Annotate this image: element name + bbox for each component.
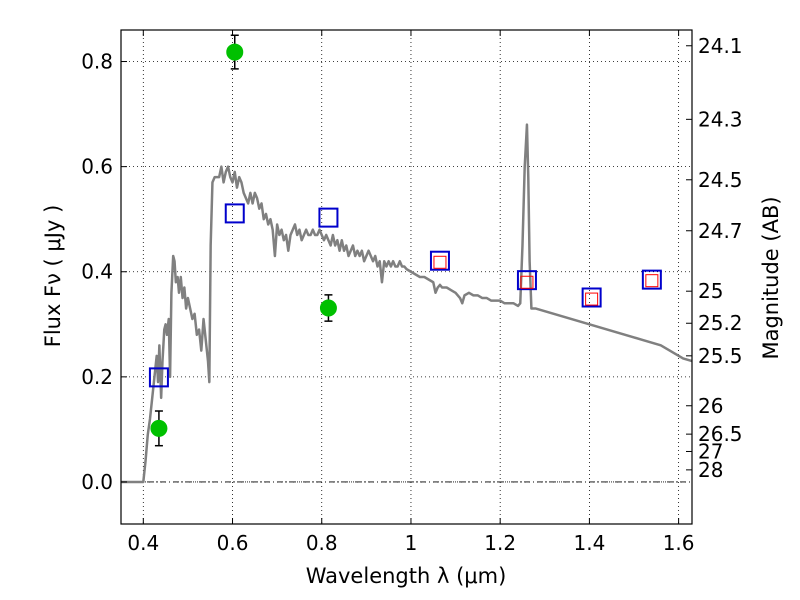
observed-data-point [226,43,244,61]
y2-tick-label: 26.5 [698,422,743,446]
y2-tick-label: 27 [698,439,723,463]
y2-tick-label: 24.7 [698,219,743,243]
y-axis-ticks: 0.0 0.2 0.4 0.6 0.8 [81,50,127,494]
model-square-marker [224,203,245,224]
model-square-marker [318,207,339,228]
y-tick-label: 0.4 [81,260,113,284]
plot-frame [120,29,693,525]
x-tick-label: 0.4 [127,531,159,555]
x-axis-ticks: 0.4 0.6 0.8 1 1.2 1.4 1.6 [127,30,695,555]
model-square-marker [148,367,169,388]
y2-tick-label: 24.5 [698,168,743,192]
y-tick-label: 0.2 [81,365,113,389]
x-tick-label: 1.6 [663,531,695,555]
small-square-marker [645,274,659,288]
y2-tick-label: 25.2 [698,311,743,335]
model-spectrum [121,123,693,484]
model-square-marker [641,269,662,290]
y2-tick-label: 26 [698,394,723,418]
y2-tick-label: 25 [698,279,723,303]
y2-tick-label: 25.5 [698,344,743,368]
x-tick-label: 1.2 [484,531,516,555]
x-tick-label: 1 [405,531,418,555]
model-square-marker [581,287,602,308]
observed-data-point [150,419,168,437]
y-tick-label: 0.8 [81,50,113,74]
x-tick-label: 1.4 [573,531,605,555]
x-tick-label: 0.6 [217,531,249,555]
observed-points [150,34,337,447]
y-tick-label: 0.0 [81,470,113,494]
y2-tick-label: 28 [698,458,723,482]
y2-axis-label: Magnitude (AB) [759,196,783,359]
y-axis-label: Flux Fν ( μJy ) [41,205,65,348]
model-square-marker [516,270,537,291]
x-axis-label: Wavelength λ (μm) [306,564,507,588]
small-square-marker [585,292,599,306]
model-photometry-squares [148,203,662,388]
y-tick-label: 0.6 [81,155,113,179]
x-tick-label: 0.8 [306,531,338,555]
model-square-marker [429,250,450,271]
small-square-marker [433,255,447,269]
y2-tick-label: 24.1 [698,34,743,58]
y2-tick-label: 24.3 [698,107,743,131]
observed-data-point [319,299,337,317]
small-square-marker [520,275,534,289]
spectrum-line [121,123,693,484]
